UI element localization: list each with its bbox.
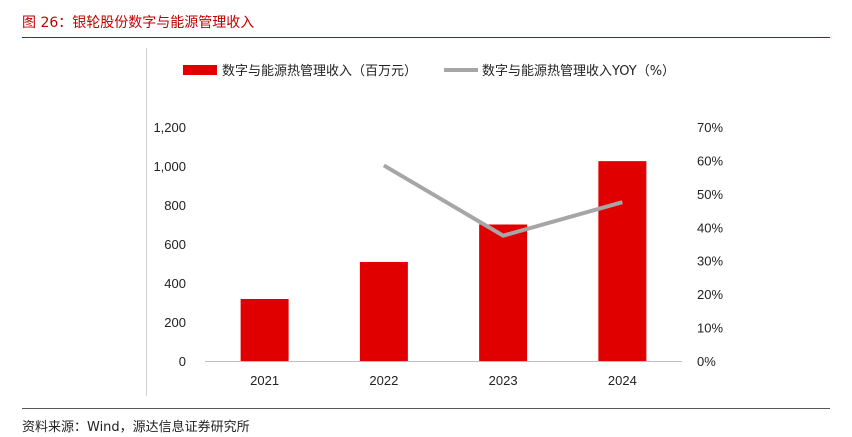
bar: [598, 161, 647, 361]
bar: [240, 298, 289, 361]
left-tick-label: 1,200: [153, 120, 186, 135]
frame-divider: [146, 48, 147, 396]
left-tick-label: 400: [164, 276, 186, 291]
right-tick-label: 10%: [697, 321, 723, 336]
left-tick-label: 1,000: [153, 159, 186, 174]
x-axis: 2021 2022 2023 2024: [205, 361, 682, 388]
legend-label-bar: 数字与能源热管理收入（百万元）: [222, 64, 417, 79]
right-tick-label: 0%: [697, 354, 716, 369]
x-tick-label: 2024: [608, 373, 637, 388]
x-tick-label: 2023: [489, 373, 518, 388]
source-rule: [22, 408, 830, 409]
source-note: 资料来源：Wind，源达信息证券研究所: [22, 420, 250, 435]
legend-label-line: 数字与能源热管理收入YOY（%）: [482, 64, 675, 79]
left-tick-label: 0: [179, 354, 186, 369]
bar: [479, 224, 528, 361]
bar-series: [240, 161, 647, 361]
right-tick-label: 60%: [697, 153, 723, 168]
right-tick-label: 30%: [697, 254, 723, 269]
x-tick-label: 2022: [369, 373, 398, 388]
left-tick-label: 200: [164, 315, 186, 330]
right-tick-label: 70%: [697, 120, 723, 135]
left-tick-label: 600: [164, 237, 186, 252]
right-tick-label: 40%: [697, 220, 723, 235]
right-tick-label: 20%: [697, 287, 723, 302]
title-rule: [22, 37, 830, 38]
line-series: [382, 163, 623, 238]
bar: [359, 261, 408, 361]
right-axis: 0% 10% 20% 30% 40% 50% 60% 70%: [697, 120, 723, 369]
left-tick-label: 800: [164, 198, 186, 213]
left-axis: 0 200 400 600 800 1,000 1,200: [153, 120, 186, 369]
x-tick-label: 2021: [250, 373, 279, 388]
right-tick-label: 50%: [697, 187, 723, 202]
legend: 数字与能源热管理收入（百万元） 数字与能源热管理收入YOY（%）: [183, 64, 675, 79]
figure-title: 图 26：银轮股份数字与能源管理收入: [22, 15, 255, 31]
legend-swatch-bar: [183, 65, 217, 75]
